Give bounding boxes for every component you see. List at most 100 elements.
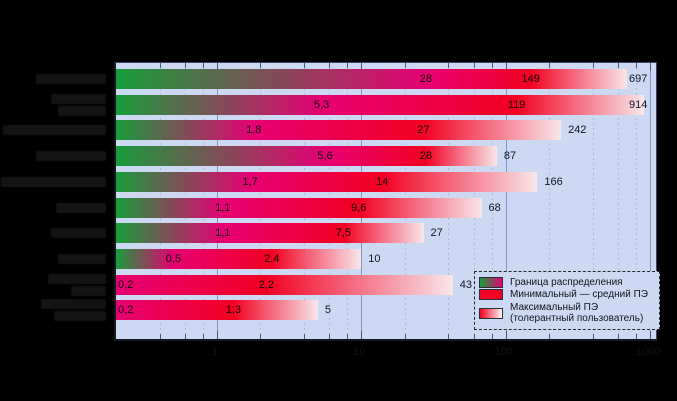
axis-tick (347, 334, 349, 339)
axis-tick (303, 334, 305, 339)
axis-tick (650, 331, 651, 339)
bar-value-min: 5,6 (317, 150, 333, 163)
bar-row (116, 248, 362, 269)
bar-value-max: 27 (430, 227, 443, 240)
axis-tick (505, 331, 507, 339)
gridline-minor (592, 63, 594, 339)
axis-tick (636, 334, 637, 339)
bar-value-min: 28 (419, 73, 432, 85)
axis-tick (216, 63, 218, 71)
bar-value-min: 1,1 (215, 201, 231, 214)
category-label-smudge (0, 123, 106, 136)
bar-value-min: 5,3 (313, 98, 330, 111)
bar-value-avg: 119 (507, 98, 526, 111)
axis-tick (159, 63, 161, 68)
category-label-smudge (0, 252, 106, 264)
legend-swatch-gradient-red-white-icon (479, 307, 503, 319)
legend-label: Минимальный — средний ПЭ (510, 289, 648, 300)
bar-value-avg: 14 (376, 175, 389, 188)
gridline-major (505, 63, 507, 339)
axis-tick (404, 63, 406, 68)
axis-tick (549, 63, 551, 68)
axis-tick (618, 334, 619, 339)
legend-swatch-solid-red-icon (479, 289, 503, 301)
gridline-minor (618, 63, 619, 339)
gridline-minor (636, 63, 637, 339)
bar-value-max: 68 (488, 201, 501, 214)
bar-value-max: 697 (629, 73, 648, 85)
bar-row (116, 120, 562, 141)
bar-row (116, 223, 424, 244)
bar-value-max: 242 (568, 124, 587, 137)
axis-tick (159, 334, 161, 339)
bar-row (116, 197, 482, 218)
category-labels-column (0, 62, 110, 338)
bar-value-avg: 149 (521, 73, 540, 85)
axis-tick (184, 334, 186, 339)
axis-tick (473, 334, 475, 339)
bar-row (116, 94, 645, 115)
bar-value-avg: 1,3 (225, 304, 242, 317)
legend-swatch-gradient-green-magenta-icon (479, 276, 503, 288)
axis-tick (505, 63, 507, 71)
category-label-smudge (0, 149, 106, 162)
bar-value-min: 0,2 (118, 304, 134, 317)
gridline-major (650, 63, 651, 339)
bar-value-avg: 7,5 (335, 227, 351, 240)
axis-tick (592, 334, 594, 339)
legend-item-min-avg: Минимальный — средний ПЭ (479, 289, 655, 301)
bar-value-avg: 2,2 (258, 278, 274, 291)
legend-label: Граница распределения (510, 276, 623, 288)
axis-tick (329, 63, 331, 68)
axis-tick (260, 63, 262, 68)
axis-tick (202, 334, 204, 339)
category-label-smudge (0, 92, 106, 116)
axis-tick (303, 63, 305, 68)
axis-tick (216, 331, 218, 339)
axis-tick (448, 63, 450, 68)
x-tick-label: 100 (494, 346, 513, 358)
axis-tick (636, 63, 637, 68)
bar-row (116, 171, 538, 192)
axis-tick (361, 331, 363, 339)
axis-tick (202, 63, 204, 68)
bar-value-max: 914 (629, 98, 648, 111)
axis-tick (592, 63, 594, 68)
axis-tick (260, 334, 262, 339)
category-label-smudge (0, 175, 106, 187)
bar-row (116, 274, 453, 295)
bar-value-avg: 28 (419, 150, 432, 163)
legend-item-max-tolerant: Максимальный ПЭ (толерантный пользовател… (479, 302, 655, 325)
bar-value-max: 166 (544, 175, 563, 188)
axis-tick (473, 63, 475, 68)
gridline-minor (549, 63, 551, 339)
bar-value-max: 87 (503, 150, 517, 163)
legend-item-boundary: Граница распределения (479, 277, 655, 289)
axis-tick (549, 334, 551, 339)
gridline-minor (491, 63, 493, 339)
axis-tick (329, 334, 331, 339)
category-label-smudge (0, 226, 106, 239)
legend-label: Максимальный ПЭ (толерантный пользовател… (510, 301, 644, 325)
axis-tick (650, 63, 651, 71)
category-label-smudge (0, 72, 106, 84)
x-tick-label: 10 (353, 346, 366, 358)
x-tick-label: 1 (211, 346, 218, 358)
category-label-smudge (0, 272, 106, 296)
category-label-smudge (0, 297, 106, 322)
axis-tick (618, 63, 619, 68)
plot-area: 28 149 697 5,3 119 914 1,8 27 242 5,6 28 87 1,7 14 166… (114, 62, 657, 341)
bar-value-min: 0,2 (118, 278, 134, 291)
axis-tick (347, 63, 349, 68)
bar-value-min: 1,8 (246, 124, 262, 137)
axis-tick (361, 63, 363, 71)
bar-value-avg: 9,6 (351, 201, 367, 214)
x-tick-label: 1000 (635, 346, 661, 358)
axis-tick (184, 63, 186, 68)
bar-value-max: 5 (324, 304, 331, 317)
axis-tick (491, 334, 493, 339)
bar-value-avg: 2,4 (264, 252, 280, 265)
bar-row (116, 69, 628, 89)
category-label-smudge (0, 201, 106, 213)
